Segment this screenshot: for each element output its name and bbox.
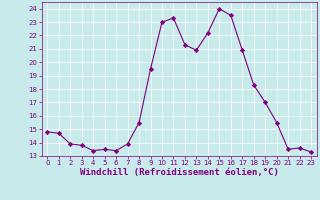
X-axis label: Windchill (Refroidissement éolien,°C): Windchill (Refroidissement éolien,°C) [80,168,279,177]
